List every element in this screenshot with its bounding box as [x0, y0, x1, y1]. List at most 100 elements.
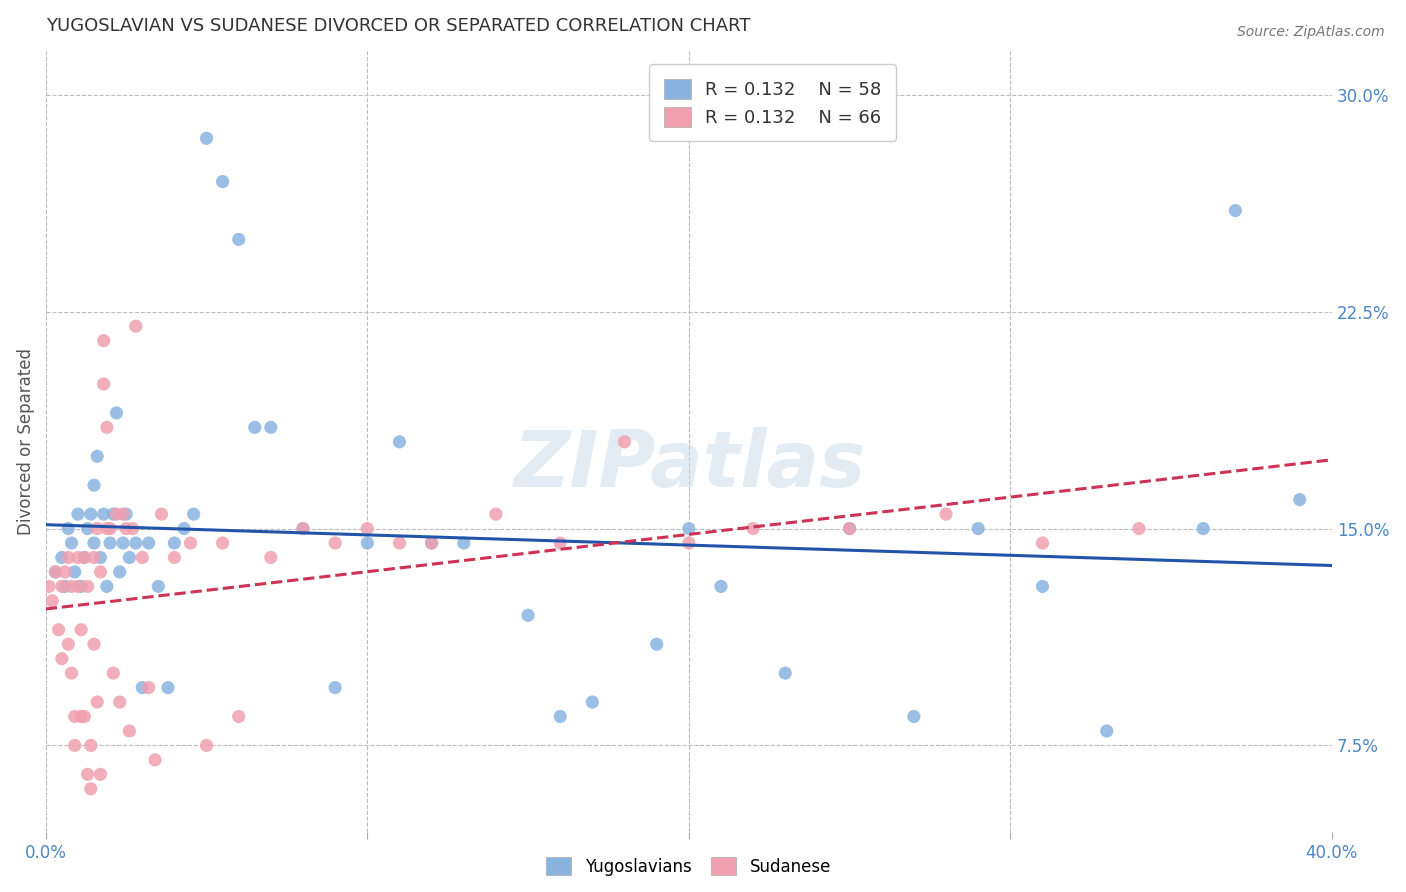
- Point: [775, 666, 797, 681]
- Point: [195, 131, 218, 145]
- Point: [111, 507, 134, 521]
- Text: Source: ZipAtlas.com: Source: ZipAtlas.com: [1237, 25, 1385, 39]
- Point: [44, 565, 66, 579]
- Point: [211, 175, 233, 189]
- Point: [70, 709, 93, 723]
- Point: [115, 522, 138, 536]
- Y-axis label: Divorced or Separated: Divorced or Separated: [17, 349, 35, 535]
- Point: [83, 536, 105, 550]
- Point: [111, 536, 134, 550]
- Point: [125, 319, 148, 334]
- Point: [115, 507, 138, 521]
- Point: [291, 522, 314, 536]
- Point: [58, 522, 80, 536]
- Point: [76, 767, 98, 781]
- Point: [98, 536, 121, 550]
- Point: [131, 550, 153, 565]
- Point: [173, 522, 195, 536]
- Point: [80, 507, 103, 521]
- Point: [118, 723, 141, 738]
- Point: [96, 579, 118, 593]
- Point: [581, 695, 603, 709]
- Point: [211, 536, 233, 550]
- Point: [66, 507, 89, 521]
- Point: [1031, 536, 1053, 550]
- Point: [678, 536, 700, 550]
- Point: [73, 550, 96, 565]
- Point: [70, 579, 93, 593]
- Point: [53, 565, 76, 579]
- Point: [163, 550, 186, 565]
- Point: [1031, 579, 1053, 593]
- Point: [83, 478, 105, 492]
- Point: [93, 376, 115, 391]
- Point: [179, 536, 201, 550]
- Point: [150, 507, 173, 521]
- Point: [89, 767, 111, 781]
- Point: [138, 536, 160, 550]
- Point: [60, 536, 83, 550]
- Point: [323, 681, 346, 695]
- Point: [485, 507, 508, 521]
- Point: [51, 651, 73, 665]
- Point: [60, 666, 83, 681]
- Point: [73, 709, 96, 723]
- Point: [613, 434, 636, 449]
- Point: [548, 709, 571, 723]
- Point: [710, 579, 733, 593]
- Point: [118, 550, 141, 565]
- Point: [138, 681, 160, 695]
- Point: [66, 579, 89, 593]
- Point: [517, 608, 540, 623]
- Point: [103, 507, 125, 521]
- Point: [678, 522, 700, 536]
- Point: [76, 579, 98, 593]
- Point: [103, 666, 125, 681]
- Point: [93, 334, 115, 348]
- Point: [1225, 203, 1247, 218]
- Point: [41, 594, 63, 608]
- Point: [83, 637, 105, 651]
- Point: [1192, 522, 1215, 536]
- Point: [96, 420, 118, 434]
- Point: [935, 507, 957, 521]
- Point: [838, 522, 860, 536]
- Point: [121, 522, 143, 536]
- Point: [89, 565, 111, 579]
- Point: [38, 579, 60, 593]
- Point: [70, 623, 93, 637]
- Point: [1288, 492, 1310, 507]
- Point: [1128, 522, 1150, 536]
- Point: [53, 579, 76, 593]
- Point: [131, 681, 153, 695]
- Point: [58, 637, 80, 651]
- Point: [63, 739, 86, 753]
- Point: [86, 695, 108, 709]
- Point: [60, 579, 83, 593]
- Point: [89, 550, 111, 565]
- Point: [63, 565, 86, 579]
- Point: [356, 536, 378, 550]
- Point: [183, 507, 205, 521]
- Point: [420, 536, 443, 550]
- Point: [86, 522, 108, 536]
- Point: [420, 536, 443, 550]
- Point: [63, 709, 86, 723]
- Point: [163, 536, 186, 550]
- Point: [86, 450, 108, 464]
- Point: [148, 579, 170, 593]
- Point: [51, 550, 73, 565]
- Point: [96, 522, 118, 536]
- Point: [291, 522, 314, 536]
- Point: [260, 420, 283, 434]
- Point: [48, 623, 70, 637]
- Point: [453, 536, 475, 550]
- Point: [51, 579, 73, 593]
- Point: [108, 695, 131, 709]
- Point: [260, 550, 283, 565]
- Text: ZIPatlas: ZIPatlas: [513, 427, 865, 503]
- Point: [243, 420, 266, 434]
- Point: [44, 565, 66, 579]
- Point: [645, 637, 668, 651]
- Point: [125, 536, 148, 550]
